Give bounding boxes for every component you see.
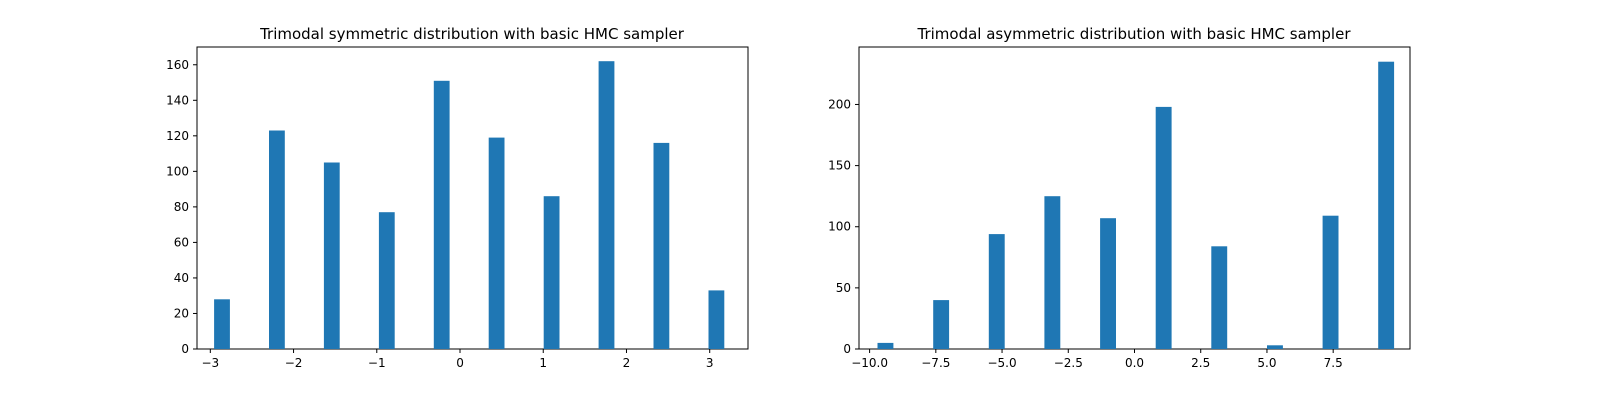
y-tick-label: 40 xyxy=(174,271,189,285)
x-tick-label: 2.5 xyxy=(1191,356,1210,370)
x-tick-label: −1 xyxy=(368,356,386,370)
x-axis-ticks: −3 −2 −1 0 1 2 3 xyxy=(201,349,714,370)
y-tick-label: 200 xyxy=(828,97,851,111)
bar xyxy=(214,299,230,349)
x-tick-label: 0.0 xyxy=(1125,356,1144,370)
bar xyxy=(708,290,725,349)
bar xyxy=(1044,196,1061,349)
y-tick-label: 120 xyxy=(166,129,189,143)
bar xyxy=(933,300,950,349)
x-tick-label: 7.5 xyxy=(1324,356,1343,370)
bar xyxy=(269,130,285,349)
chart-title: Trimodal asymmetric distribution with ba… xyxy=(916,25,1351,43)
x-axis-ticks: −10.0 −7.5 −5.0 −2.5 0.0 2.5 5.0 7.5 xyxy=(851,349,1343,370)
bar xyxy=(1267,345,1283,349)
y-tick-label: 50 xyxy=(836,281,851,295)
y-tick-label: 140 xyxy=(166,93,189,107)
y-axis-ticks: 0 50 100 150 200 xyxy=(828,97,859,356)
bar xyxy=(1378,61,1395,349)
bar xyxy=(433,80,450,350)
bar xyxy=(543,196,560,349)
x-tick-label: −7.5 xyxy=(921,356,950,370)
chart-symmetric: Trimodal symmetric distribution with bas… xyxy=(166,25,749,370)
y-tick-label: 160 xyxy=(166,58,189,72)
x-tick-label: −2 xyxy=(285,356,303,370)
y-tick-label: 150 xyxy=(828,159,851,173)
x-tick-label: 1 xyxy=(539,356,547,370)
chart-title: Trimodal symmetric distribution with bas… xyxy=(259,25,685,43)
bar-series xyxy=(214,61,725,350)
x-tick-label: 3 xyxy=(706,356,714,370)
x-tick-label: −10.0 xyxy=(851,356,888,370)
y-tick-label: 60 xyxy=(174,235,189,249)
bar xyxy=(653,142,670,349)
y-axis-ticks: 0 20 40 60 80 100 120 140 160 xyxy=(166,58,197,356)
bar xyxy=(1155,106,1172,350)
y-tick-label: 0 xyxy=(843,342,851,356)
bar xyxy=(598,61,615,349)
bar xyxy=(1100,218,1116,349)
bar xyxy=(1322,215,1339,349)
bar xyxy=(877,342,894,349)
bar xyxy=(988,234,1005,349)
bar xyxy=(488,137,505,349)
x-tick-label: 2 xyxy=(623,356,631,370)
y-tick-label: 0 xyxy=(181,342,189,356)
bar xyxy=(323,162,340,349)
bar xyxy=(1211,246,1228,349)
y-tick-label: 100 xyxy=(828,220,851,234)
x-tick-label: −3 xyxy=(201,356,219,370)
chart-asymmetric: Trimodal asymmetric distribution with ba… xyxy=(828,25,1411,370)
bar xyxy=(378,212,395,349)
y-tick-label: 80 xyxy=(174,200,189,214)
bar-series xyxy=(877,61,1395,350)
x-tick-label: −2.5 xyxy=(1054,356,1083,370)
x-tick-label: −5.0 xyxy=(987,356,1016,370)
y-tick-label: 100 xyxy=(166,164,189,178)
x-tick-label: 5.0 xyxy=(1257,356,1276,370)
y-tick-label: 20 xyxy=(174,306,189,320)
x-tick-label: 0 xyxy=(456,356,464,370)
axes-frame xyxy=(196,46,749,350)
